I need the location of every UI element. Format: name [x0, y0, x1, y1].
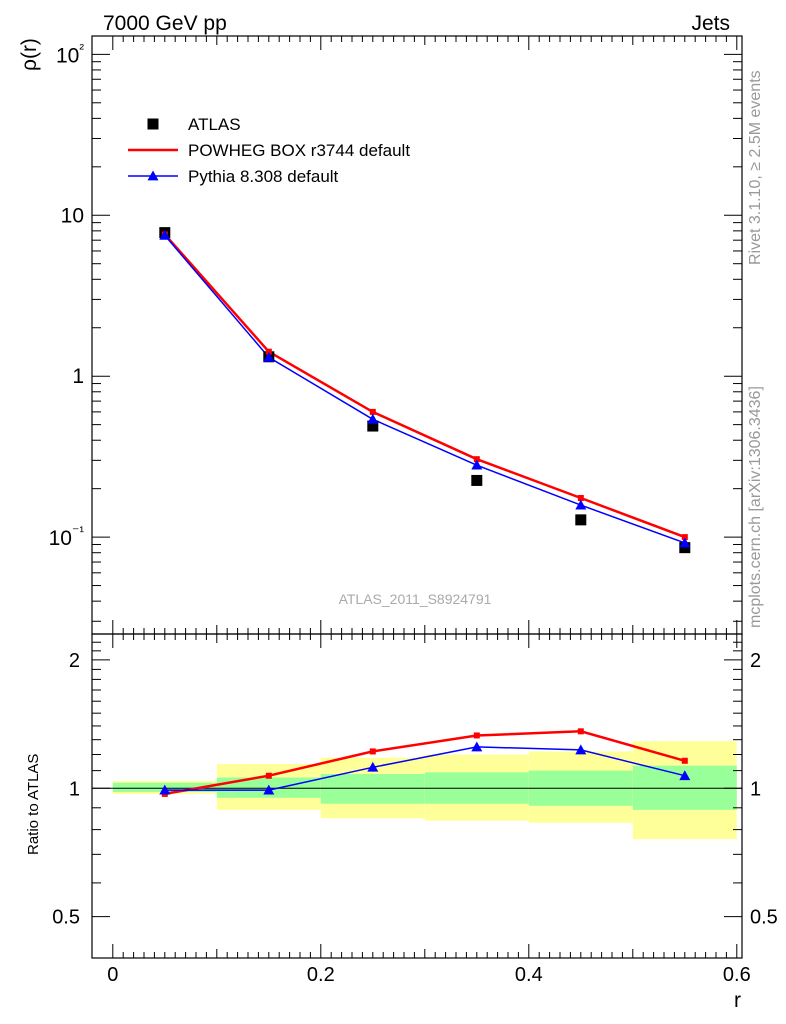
ratio-pythia-point — [159, 784, 171, 795]
ratio-y-tick-label-left: 0.5 — [52, 907, 80, 929]
main-y-tick-label: 10⁻¹ — [49, 523, 85, 550]
x-axis-label: r — [734, 989, 741, 1012]
powheg-point — [681, 534, 688, 541]
ratio-powheg-point — [473, 732, 480, 739]
axes-frames — [91, 35, 743, 959]
main-y-tick-label: 1 — [72, 365, 84, 388]
ratio-pythia-point — [679, 770, 691, 781]
ratio-powheg-line — [164, 730, 686, 796]
header-right-title: Jets — [691, 12, 730, 35]
ratio-y-tick-label-right: 0.5 — [750, 907, 778, 929]
pythia-point — [159, 229, 171, 240]
ratio-pythia-line — [164, 746, 685, 791]
ratio-y-tick-label-left: 2 — [69, 650, 80, 672]
ratio-y-tick-label-right: 2 — [750, 650, 761, 672]
main-y-axis-label: ρ(r) — [18, 38, 41, 71]
pythia-line — [164, 234, 686, 544]
ratio-pythia-point — [367, 761, 379, 772]
pythia-point — [471, 459, 483, 470]
main-y-tick-label: 10 — [61, 204, 84, 227]
legend-pythia-marker — [147, 170, 159, 181]
ratio-powheg-point — [577, 728, 584, 735]
ratio-pythia-point — [471, 741, 483, 752]
ratio-inner-band-bin — [320, 774, 425, 804]
legend-label: POWHEG BOX r3744 default — [188, 141, 410, 160]
ratio-pythia-point — [263, 784, 275, 795]
ratio-y-axis-label: Ratio to ATLAS — [25, 754, 42, 855]
pythia-point — [679, 537, 691, 548]
tick-labels: 0 0.2 0.4 0.6 10⁻¹ 1 10 10² 0.5 0.5 1 1 2 2 — [49, 40, 778, 986]
x-tick-label: 0.2 — [307, 964, 335, 986]
ratio-y-tick-label-right: 1 — [750, 778, 761, 800]
atlas-point — [471, 474, 483, 486]
analysis-label: ATLAS_2011_S8924791 — [339, 591, 492, 607]
powheg-line — [163, 233, 686, 539]
pythia-point — [575, 499, 587, 510]
x-tick-label: 0.6 — [723, 964, 751, 986]
main-y-tick-label: 10² — [56, 40, 84, 67]
rivet-version-label: Rivet 3.1.10, ≥ 2.5M events — [747, 70, 764, 265]
atlas-point — [575, 514, 587, 526]
atlas-point — [679, 542, 691, 554]
ratio-powheg-point — [265, 772, 272, 779]
x-tick-label: 0 — [107, 964, 118, 986]
header-left-title: 7000 GeV pp — [103, 12, 227, 35]
series-markers — [159, 227, 691, 797]
powheg-point — [473, 456, 480, 463]
ratio-y-tick-label-left: 1 — [69, 778, 80, 800]
powheg-point — [369, 408, 376, 415]
legend-atlas-marker — [147, 118, 159, 130]
powheg-point — [577, 495, 584, 502]
pythia-point — [263, 351, 275, 362]
legend: ATLAS POWHEG BOX r3744 default Pythia 8.30… — [128, 115, 410, 186]
atlas-point — [367, 420, 379, 432]
series-lines — [163, 233, 686, 796]
ratio-panel-frame — [91, 633, 743, 959]
ratio-pythia-point — [575, 744, 587, 755]
pythia-point — [367, 413, 379, 424]
x-tick-label: 0.4 — [515, 964, 543, 986]
legend-label: ATLAS — [188, 115, 241, 134]
ratio-powheg-point — [369, 748, 376, 755]
powheg-point — [265, 348, 272, 355]
mcplots-reference-label: mcplots.cern.ch [arXiv:1306.3436] — [747, 386, 764, 628]
ratio-powheg-point — [681, 757, 688, 764]
axis-ticks — [92, 36, 742, 959]
legend-label: Pythia 8.308 default — [188, 167, 339, 186]
